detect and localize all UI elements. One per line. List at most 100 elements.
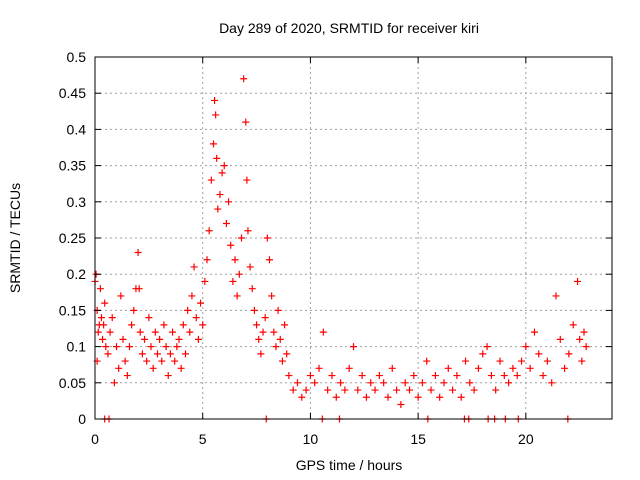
data-point: [522, 343, 530, 351]
data-point: [552, 292, 560, 300]
data-point: [505, 379, 513, 387]
data-point: [569, 321, 577, 329]
data-point: [166, 350, 174, 358]
data-point: [97, 314, 105, 322]
data-point: [576, 335, 584, 343]
data-point: [235, 270, 243, 278]
y-tick-label: 0.35: [59, 158, 86, 174]
data-point: [108, 314, 116, 322]
x-tick-label: 5: [199, 431, 207, 447]
data-point: [345, 364, 353, 372]
data-point: [289, 386, 297, 394]
data-point: [539, 372, 547, 380]
data-point: [324, 386, 332, 394]
data-point: [171, 357, 179, 365]
data-point: [565, 350, 573, 358]
data-point: [188, 292, 196, 300]
data-point: [328, 372, 336, 380]
tick-layer: 0 0.05 0.1 0.15 0.2 0.25 0.3 0.35 0.4 0.45 0.5 0 5 10…: [59, 49, 612, 447]
data-point: [388, 364, 396, 372]
data-point: [513, 372, 521, 380]
data-point: [580, 328, 588, 336]
data-point: [561, 364, 569, 372]
data-point: [462, 357, 470, 365]
data-point: [362, 393, 370, 401]
data-point: [169, 328, 177, 336]
data-point: [453, 372, 461, 380]
data-point: [406, 386, 414, 394]
data-point: [104, 350, 112, 358]
data-point: [99, 335, 107, 343]
y-tick-label: 0.5: [67, 49, 87, 65]
data-point: [418, 379, 426, 387]
data-point: [181, 350, 189, 358]
data-point: [237, 234, 245, 242]
data-point: [213, 154, 221, 162]
data-point: [427, 386, 435, 394]
data-point: [184, 306, 192, 314]
data-point: [243, 176, 251, 184]
data-point: [94, 328, 102, 336]
data-point: [543, 357, 551, 365]
data-point: [207, 176, 215, 184]
data-point: [177, 364, 185, 372]
data-point: [487, 372, 495, 380]
data-point: [535, 350, 543, 358]
data-point: [153, 350, 161, 358]
data-point: [113, 343, 121, 351]
data-point: [302, 386, 310, 394]
data-point: [233, 292, 241, 300]
data-point: [311, 379, 319, 387]
data-point: [449, 386, 457, 394]
data-point: [496, 357, 504, 365]
data-point: [121, 357, 129, 365]
data-point: [138, 350, 146, 358]
data-point: [578, 357, 586, 365]
data-point: [190, 263, 198, 271]
y-tick-label: 0.05: [59, 375, 86, 391]
data-point: [341, 386, 349, 394]
y-tick-label: 0.15: [59, 302, 86, 318]
data-point: [270, 328, 278, 336]
data-point: [431, 372, 439, 380]
data-point: [119, 335, 127, 343]
data-point: [440, 379, 448, 387]
data-point: [358, 372, 366, 380]
data-point: [375, 372, 383, 380]
data-point: [244, 227, 252, 235]
data-point: [548, 379, 556, 387]
chart-title: Day 289 of 2020, SRMTID for receiver kir…: [219, 20, 479, 36]
data-point: [509, 364, 517, 372]
data-point: [526, 364, 534, 372]
data-point: [255, 335, 263, 343]
x-tick-label: 0: [91, 431, 99, 447]
data-point: [115, 364, 123, 372]
y-axis-label: SRMTID / TECUs: [7, 183, 23, 293]
data-point: [423, 357, 431, 365]
data-point: [483, 343, 491, 351]
data-point: [354, 386, 362, 394]
data-point: [240, 75, 248, 83]
data-point: [397, 401, 405, 409]
data-point: [149, 364, 157, 372]
data-point: [285, 372, 293, 380]
data-point: [179, 321, 187, 329]
data-point: [574, 277, 582, 285]
data-point: [141, 335, 149, 343]
data-point: [319, 328, 327, 336]
data-point: [231, 256, 239, 264]
data-point: [205, 227, 213, 235]
data-point: [283, 350, 291, 358]
data-point: [293, 379, 301, 387]
data-point: [147, 343, 155, 351]
data-point: [156, 335, 164, 343]
data-point: [123, 372, 131, 380]
data-point: [192, 314, 200, 322]
data-point: [214, 205, 222, 213]
data-point: [306, 372, 314, 380]
x-tick-label: 20: [518, 431, 534, 447]
data-point: [197, 299, 205, 307]
data-point: [265, 256, 273, 264]
